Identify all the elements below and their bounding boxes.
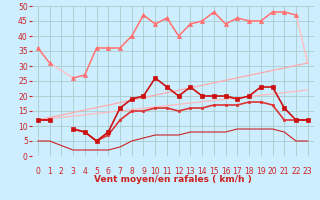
Text: 2: 2	[59, 166, 64, 176]
Text: 23: 23	[303, 166, 313, 176]
Text: 18: 18	[244, 166, 254, 176]
Text: 15: 15	[209, 166, 219, 176]
X-axis label: Vent moyen/en rafales ( km/h ): Vent moyen/en rafales ( km/h )	[94, 175, 252, 184]
Text: 0: 0	[36, 166, 40, 176]
Text: 5: 5	[94, 166, 99, 176]
Text: 4: 4	[82, 166, 87, 176]
Text: 7: 7	[117, 166, 123, 176]
Text: 12: 12	[174, 166, 183, 176]
Text: 9: 9	[141, 166, 146, 176]
Text: 13: 13	[186, 166, 195, 176]
Text: 16: 16	[221, 166, 230, 176]
Text: 14: 14	[197, 166, 207, 176]
Text: 6: 6	[106, 166, 111, 176]
Text: 3: 3	[71, 166, 76, 176]
Text: 22: 22	[291, 166, 301, 176]
Text: 8: 8	[129, 166, 134, 176]
Text: 19: 19	[256, 166, 266, 176]
Text: 1: 1	[47, 166, 52, 176]
Text: 21: 21	[279, 166, 289, 176]
Text: 20: 20	[268, 166, 277, 176]
Text: 17: 17	[233, 166, 242, 176]
Text: 11: 11	[162, 166, 172, 176]
Text: 10: 10	[150, 166, 160, 176]
